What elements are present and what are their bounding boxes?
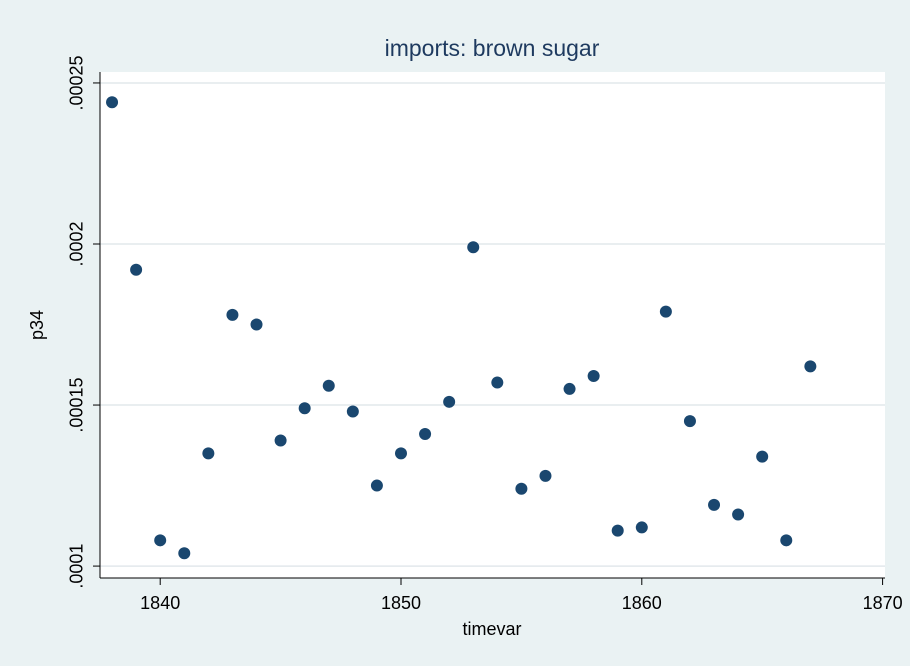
point	[491, 376, 504, 389]
chart-title: imports: brown sugar	[385, 35, 600, 61]
point	[515, 482, 528, 495]
point	[635, 521, 648, 534]
point	[226, 308, 239, 321]
y-tick-label: .00025	[67, 55, 87, 110]
point	[130, 263, 143, 276]
x-tick-label: 1840	[140, 593, 180, 613]
point	[419, 428, 432, 441]
y-tick-label: .0002	[67, 221, 87, 266]
point	[780, 534, 793, 547]
point	[804, 360, 817, 373]
point	[394, 447, 407, 460]
x-tick-label: 1870	[863, 593, 903, 613]
point	[467, 241, 480, 254]
point	[202, 447, 215, 460]
x-tick-label: 1850	[381, 593, 421, 613]
point	[539, 469, 552, 482]
point	[611, 524, 624, 537]
point	[756, 450, 769, 463]
point	[106, 96, 119, 109]
point	[563, 382, 576, 395]
point	[659, 305, 672, 318]
point	[732, 508, 745, 521]
point	[178, 547, 191, 560]
x-axis-label: timevar	[462, 619, 521, 639]
point	[250, 318, 263, 331]
point	[298, 402, 311, 415]
y-axis-label: p34	[27, 310, 47, 340]
x-tick-label: 1860	[622, 593, 662, 613]
point	[346, 405, 359, 418]
point	[154, 534, 167, 547]
plot-area	[100, 72, 885, 578]
point	[708, 498, 721, 511]
y-tick-label: .0001	[67, 544, 87, 589]
y-tick-label: .00015	[67, 378, 87, 433]
point	[587, 370, 600, 383]
point	[322, 379, 335, 392]
point	[370, 479, 383, 492]
point	[683, 415, 696, 428]
point	[443, 395, 456, 408]
point	[274, 434, 287, 447]
